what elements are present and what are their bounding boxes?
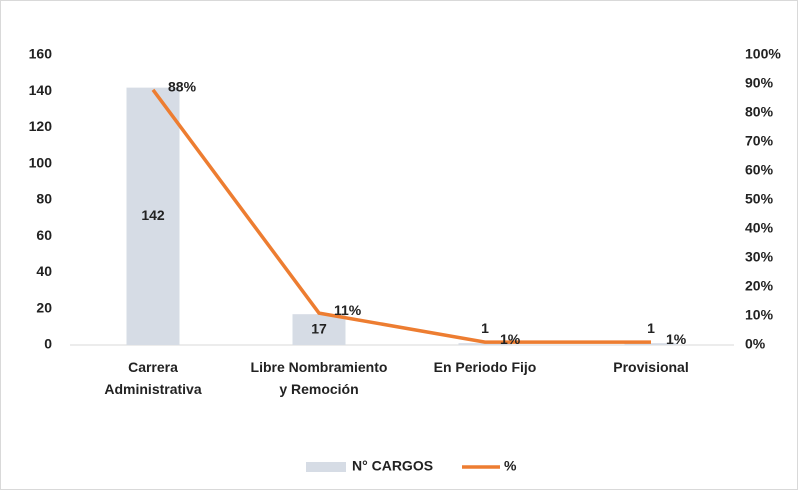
y2-tick-label: 70%: [745, 133, 774, 149]
bar: [624, 343, 678, 345]
x-tick-label: Carrera Administrativa: [104, 359, 201, 397]
y-tick-label: 80: [36, 191, 52, 207]
line-value-label: 88%: [168, 79, 197, 95]
line-value-label: 1%: [666, 331, 687, 347]
bar-value-label: 1: [481, 320, 489, 336]
bar: [126, 87, 180, 345]
line-value-label: 11%: [334, 302, 362, 318]
legend-label: N° CARGOS: [352, 458, 433, 474]
bar-value-label: 142: [141, 207, 165, 223]
bar-value-label: 1: [647, 320, 655, 336]
y2-tick-label: 20%: [745, 278, 774, 294]
y2-tick-label: 40%: [745, 220, 774, 236]
y2-tick-label: 90%: [745, 75, 774, 91]
bar-value-label: 17: [311, 320, 327, 336]
y-tick-label: 0: [44, 336, 52, 352]
legend-label: %: [504, 458, 517, 474]
y-tick-label: 20: [36, 299, 52, 315]
y2-tick-label: 30%: [745, 249, 774, 265]
y2-tick-label: 80%: [745, 104, 774, 120]
x-tick-label: En Periodo Fijo: [434, 359, 537, 375]
y-tick-label: 120: [29, 118, 53, 134]
x-tick-label: Provisional: [613, 359, 688, 375]
line-value-label: 1%: [500, 331, 521, 347]
y2-tick-label: 60%: [745, 162, 774, 178]
bar: [458, 343, 512, 345]
y2-tick-label: 0%: [745, 336, 766, 352]
y-tick-label: 160: [29, 46, 53, 62]
y-tick-label: 140: [29, 82, 53, 98]
line: [151, 88, 651, 344]
y2-tick-label: 10%: [745, 307, 774, 323]
y-tick-label: 60: [36, 227, 52, 243]
y-tick-label: 40: [36, 263, 52, 279]
y2-tick-label: 100%: [745, 46, 781, 62]
y2-tick-label: 50%: [745, 191, 774, 207]
y-tick-label: 100: [29, 154, 53, 170]
x-tick-label: Libre Nombramiento y Remoción: [251, 359, 388, 397]
legend-swatch: [306, 462, 346, 472]
bar: [292, 314, 346, 345]
